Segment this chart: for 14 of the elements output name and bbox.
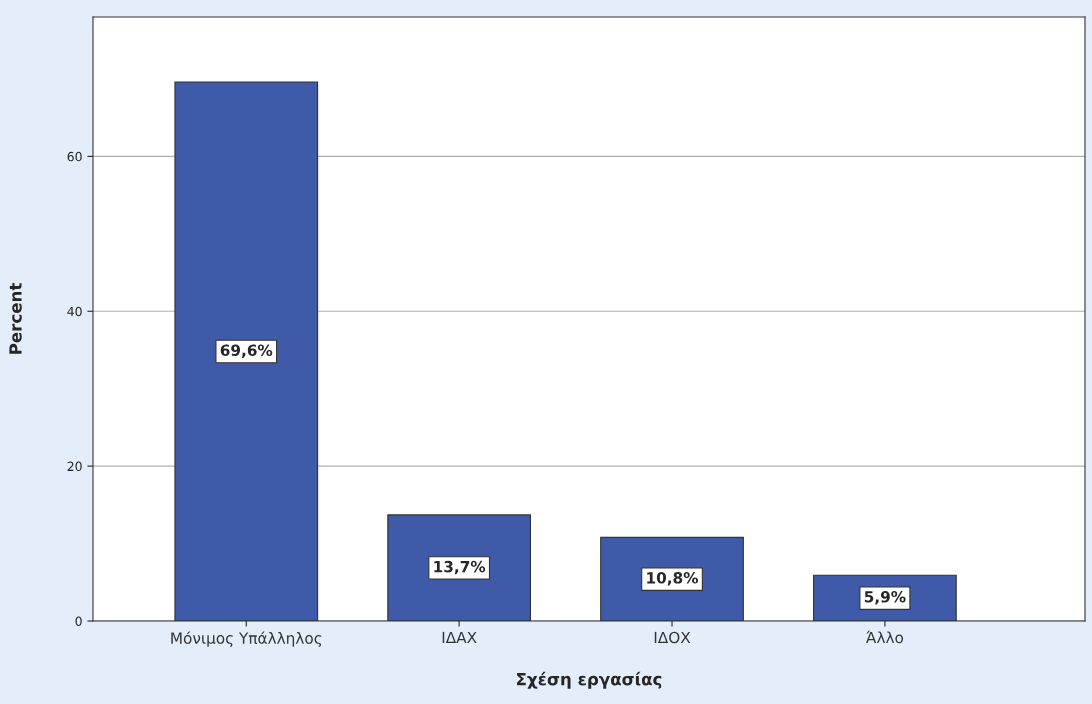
y-tick-label: 40 [67, 306, 82, 317]
y-axis-title: Percent [9, 283, 22, 354]
x-tick-label: ΙΔΟΧ [654, 631, 691, 644]
data-label: 10,8% [647, 572, 699, 586]
data-label: 5,9% [864, 591, 906, 605]
x-tick-label: Μόνιμος Υπάλληλος [171, 631, 322, 647]
data-label: 13,7% [434, 560, 486, 575]
data-label: 69,6% [220, 344, 273, 358]
x-tick-label: ΙΔΑΧ [442, 631, 477, 644]
y-tick-label: 20 [67, 461, 82, 472]
x-tick-label: Άλλο [866, 630, 904, 644]
y-tick-label: 60 [67, 151, 82, 162]
x-axis-title: Σχέση εργασίας [517, 671, 662, 689]
y-tick-label: 0 [75, 616, 82, 626]
